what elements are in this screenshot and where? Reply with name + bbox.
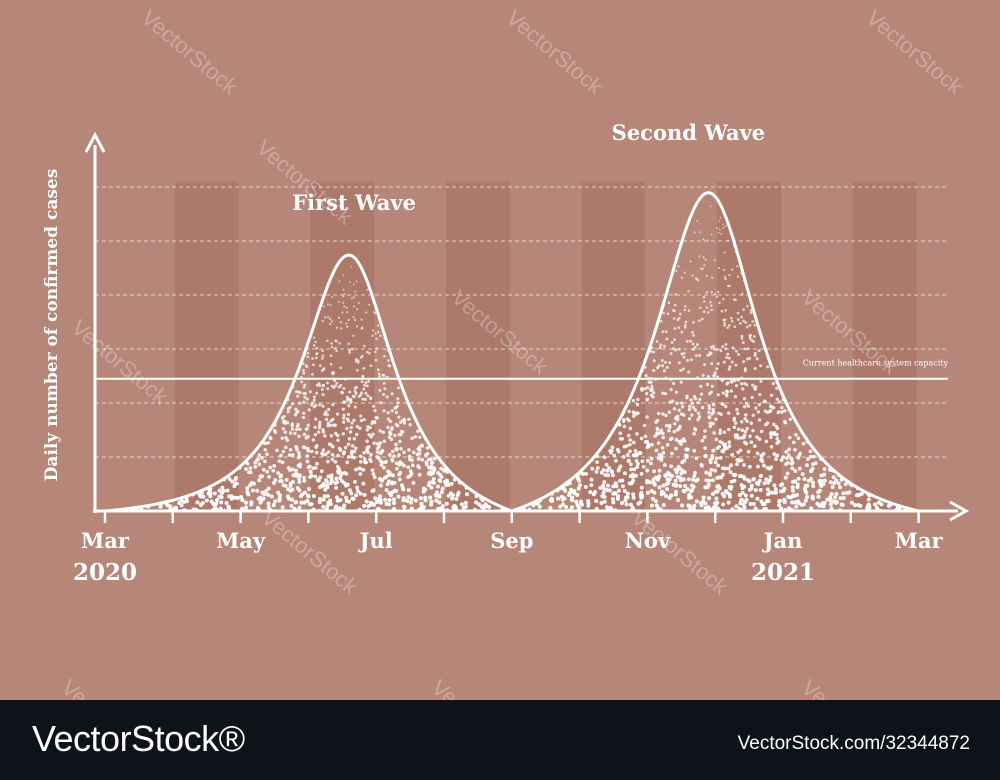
year-label: 2021 xyxy=(751,559,815,586)
capacity-label: Current healthcare system capacity xyxy=(803,359,949,368)
y-axis-arrow xyxy=(84,131,106,153)
x-tick-label: Mar xyxy=(895,528,944,553)
watermark-text: VectorStock xyxy=(862,5,969,100)
x-tick-label: Mar xyxy=(81,528,130,553)
chart-area: First Wave Second Wave Current healthcare … xyxy=(42,4,970,700)
wave-curve xyxy=(511,191,919,513)
year-label: 2020 xyxy=(73,559,137,586)
x-tick-label: Jul xyxy=(358,528,393,553)
wave-curve xyxy=(104,253,513,513)
chart-svg: First Wave Second Wave Current healthcare … xyxy=(42,5,970,700)
background-band xyxy=(717,181,781,511)
image-id-text: VectorStock.com/32344872 xyxy=(737,733,970,754)
background-band xyxy=(174,181,239,511)
watermark-text: VectorStock xyxy=(67,315,174,410)
background-band xyxy=(446,181,510,511)
x-tick-label: Nov xyxy=(625,528,671,553)
y-axis-label: Daily number of confirmed cases xyxy=(42,169,62,482)
x-tick-label: May xyxy=(216,528,266,553)
watermark-text: VectorStock xyxy=(502,5,609,100)
x-tick-label: Jan xyxy=(762,528,803,553)
wave-label: Second Wave xyxy=(612,120,766,145)
watermark-text: VectorStock xyxy=(797,675,904,700)
watermark-text: VectorStock xyxy=(427,675,534,700)
watermark-text: VectorStock xyxy=(137,5,244,100)
background-band xyxy=(852,181,917,511)
vectorstock-logo: VectorStock® xyxy=(32,718,245,759)
watermark-text: VectorStock xyxy=(57,675,164,700)
footer-bar: VectorStock® VectorStock.com/32344872 xyxy=(0,700,1000,780)
x-axis-arrow xyxy=(949,500,970,522)
wave-label: First Wave xyxy=(292,190,416,215)
x-tick-label: Sep xyxy=(490,528,533,553)
watermark-text: VectorStock xyxy=(257,505,364,600)
